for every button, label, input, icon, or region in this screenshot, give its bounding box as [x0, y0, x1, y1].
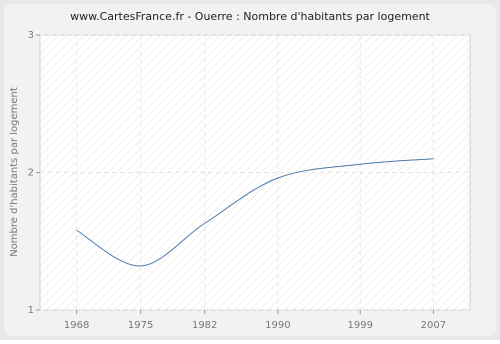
x-tick-label: 1968 — [64, 320, 89, 331]
x-tick-label: 1975 — [128, 320, 153, 331]
chart-title: www.CartesFrance.fr - Ouerre : Nombre d'… — [70, 10, 430, 23]
line-series — [76, 158, 434, 267]
x-tick-label: 2007 — [421, 320, 446, 331]
y-tick-label: 2 — [28, 168, 34, 179]
y-tick-label: 3 — [28, 30, 34, 41]
y-axis-label: Nombre d'habitants par logement — [9, 87, 20, 257]
x-tick-label: 1999 — [347, 320, 372, 331]
x-tick-label: 1982 — [192, 320, 217, 331]
x-tick-label: 1990 — [265, 320, 290, 331]
plot-area — [39, 34, 471, 311]
y-tick-label: 1 — [28, 305, 34, 316]
